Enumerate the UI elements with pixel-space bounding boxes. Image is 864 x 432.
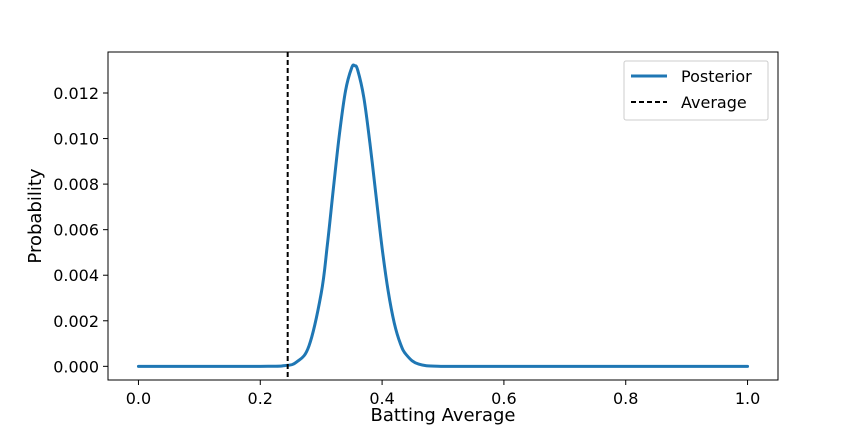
x-axis-title: Batting Average <box>371 405 516 426</box>
x-tick-label: 0.4 <box>369 389 394 408</box>
legend-average-label: Average <box>681 93 747 112</box>
x-tick-label: 1.0 <box>735 389 760 408</box>
x-tick-label: 0.0 <box>126 389 151 408</box>
x-tick-label: 0.2 <box>248 389 273 408</box>
y-tick-label: 0.010 <box>53 130 99 149</box>
y-axis-ticks: 0.000 0.002 0.004 0.006 0.008 0.010 0.012 <box>53 84 108 376</box>
series-layer <box>136 52 750 380</box>
x-tick-label: 0.6 <box>491 389 516 408</box>
series-line-posterior <box>136 63 750 368</box>
y-tick-label: 0.006 <box>53 221 99 240</box>
y-tick-label: 0.000 <box>53 357 99 376</box>
legend-posterior-label: Posterior <box>681 67 752 86</box>
y-tick-label: 0.008 <box>53 175 99 194</box>
x-axis-ticks: 0.0 0.2 0.4 0.6 0.8 1.0 <box>126 380 760 408</box>
y-tick-label: 0.012 <box>53 84 99 103</box>
legend: Posterior Average <box>623 60 769 121</box>
y-axis-title: Probability <box>25 168 46 263</box>
y-tick-label: 0.002 <box>53 312 99 331</box>
y-tick-label: 0.004 <box>53 266 99 285</box>
x-tick-label: 0.8 <box>613 389 638 408</box>
